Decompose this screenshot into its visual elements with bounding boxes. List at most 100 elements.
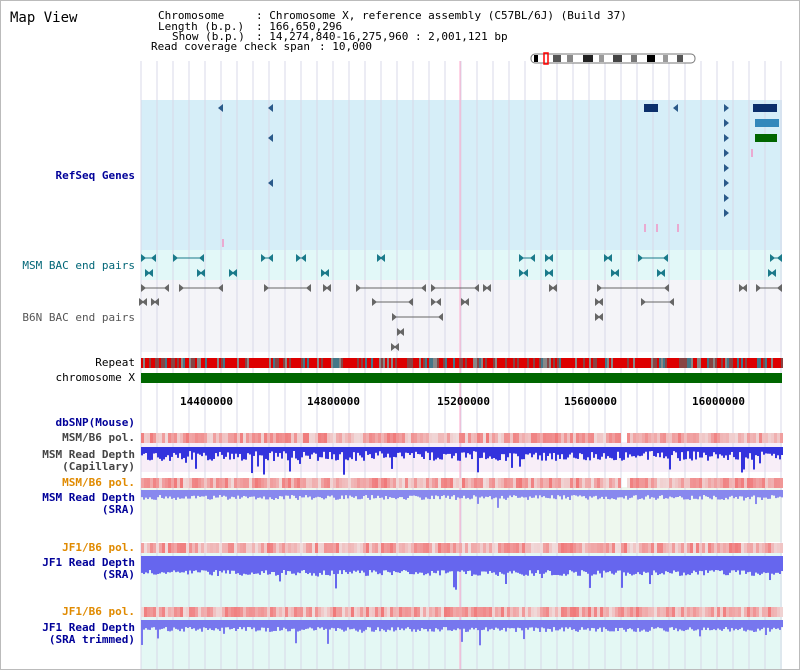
read-depth-bin	[701, 447, 703, 458]
gene-marker	[597, 284, 602, 292]
read-depth-bin	[393, 447, 395, 457]
read-depth-bin	[723, 490, 725, 500]
polymorphism-bin	[711, 478, 714, 488]
polymorphism-bin	[735, 543, 738, 553]
polymorphism-bin	[762, 433, 765, 443]
read-depth-bin	[233, 556, 235, 571]
repeat-segment	[707, 358, 709, 368]
read-depth-bin	[623, 620, 625, 630]
polymorphism-bin	[489, 543, 492, 553]
polymorphism-bin	[240, 543, 243, 553]
read-depth-bin	[169, 490, 171, 497]
read-depth-bin	[423, 447, 425, 459]
read-depth-bin	[697, 556, 699, 575]
polymorphism-bin	[702, 607, 705, 617]
polymorphism-bin	[756, 543, 759, 553]
read-depth-bin	[543, 490, 545, 497]
read-depth-bin	[329, 556, 331, 576]
polymorphism-bin	[606, 607, 609, 617]
track-label-dbsnp[interactable]: dbSNP(Mouse)	[55, 416, 135, 429]
read-depth-bin	[717, 620, 719, 629]
track-label-jf1-depth-sra[interactable]: JF1 Read Depth	[42, 556, 135, 569]
track-label-jf1-depth-trimmed[interactable]: JF1 Read Depth	[42, 621, 135, 634]
read-depth-bin	[611, 620, 613, 632]
read-depth-bin	[165, 447, 167, 458]
read-depth-bin	[737, 490, 739, 499]
ideogram-band	[583, 55, 593, 62]
polymorphism-bin	[357, 607, 360, 617]
track-label-refseq-genes[interactable]: RefSeq Genes	[55, 169, 135, 182]
track-label-msm-pol[interactable]: MSM/B6 pol.	[62, 431, 135, 444]
read-depth-bin	[713, 556, 715, 572]
repeat-segment	[275, 358, 277, 368]
read-depth-bin	[663, 490, 665, 499]
gene-marker	[549, 284, 554, 292]
read-depth-bin	[267, 556, 269, 575]
track-label-msm-depth-capillary[interactable]: MSM Read Depth	[42, 448, 135, 461]
repeat-segment	[571, 358, 573, 368]
read-depth-bin	[373, 490, 375, 499]
read-depth-bin	[427, 556, 429, 574]
read-depth-bin	[627, 556, 629, 573]
gene-marker	[607, 254, 612, 262]
read-depth-bin	[457, 556, 459, 572]
read-depth-bin	[743, 447, 745, 470]
read-depth-bin	[413, 620, 415, 630]
read-depth-bin	[387, 490, 389, 500]
polymorphism-bin	[279, 543, 282, 553]
polymorphism-bin	[747, 543, 750, 553]
read-depth-bin	[205, 490, 207, 496]
read-depth-bin	[449, 447, 451, 454]
read-depth-bin	[199, 620, 201, 629]
read-depth-bin	[307, 490, 309, 498]
polymorphism-bin	[513, 478, 516, 488]
gene-marker	[756, 284, 761, 292]
track-label-msm-bac[interactable]: MSM BAC end pairs	[22, 259, 135, 272]
read-depth-bin	[641, 556, 643, 576]
read-depth-bin	[603, 447, 605, 454]
track-label-b6n-bac[interactable]: B6N BAC end pairs	[22, 311, 135, 324]
repeat-segment	[509, 358, 511, 368]
polymorphism-bin	[609, 478, 612, 488]
read-depth-bin	[489, 620, 491, 630]
read-depth-bin	[465, 556, 467, 575]
read-depth-bin	[195, 447, 197, 469]
read-depth-bin	[177, 556, 179, 572]
polymorphism-bin	[420, 607, 423, 617]
read-depth-bin	[243, 620, 245, 628]
read-depth-bin	[615, 447, 617, 460]
polymorphism-bin	[483, 607, 486, 617]
read-depth-bin	[765, 556, 767, 574]
polymorphism-bin	[546, 543, 549, 553]
read-depth-bin	[645, 620, 647, 632]
axis-tick-label: 16000000	[692, 395, 745, 408]
polymorphism-bin	[393, 478, 396, 488]
gene-marker	[399, 328, 404, 336]
polymorphism-bin	[579, 433, 582, 443]
repeat-segment	[273, 358, 275, 368]
read-depth-bin	[263, 556, 265, 573]
track-label-msm-depth-sra[interactable]: MSM Read Depth	[42, 491, 135, 504]
polymorphism-bin	[732, 433, 735, 443]
gene-block	[644, 104, 658, 112]
read-depth-bin	[479, 620, 481, 646]
polymorphism-bin	[414, 433, 417, 443]
read-depth-bin	[569, 556, 571, 571]
track-label-jf1-pol[interactable]: JF1/B6 pol.	[62, 541, 135, 554]
gene-marker	[301, 254, 306, 262]
read-depth-bin	[471, 620, 473, 628]
repeat-segment	[221, 358, 223, 368]
read-depth-bin	[157, 447, 159, 458]
track-label-jf1-pol-2[interactable]: JF1/B6 pol.	[62, 605, 135, 618]
repeat-segment	[547, 358, 549, 368]
read-depth-bin	[519, 556, 521, 574]
polymorphism-bin	[147, 607, 150, 617]
polymorphism-bin	[495, 433, 498, 443]
track-label-msm-pol-2[interactable]: MSM/B6 pol.	[62, 476, 135, 489]
read-depth-bin	[523, 447, 525, 460]
repeat-segment	[279, 358, 281, 368]
read-depth-bin	[549, 447, 551, 454]
polymorphism-bin	[300, 607, 303, 617]
read-depth-bin	[519, 490, 521, 498]
read-depth-bin	[749, 490, 751, 500]
